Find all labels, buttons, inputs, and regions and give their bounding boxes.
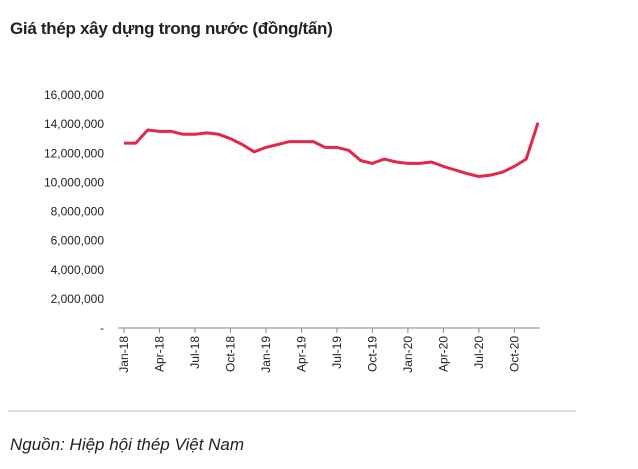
x-tick-label: Jan-18 <box>117 336 131 373</box>
x-tick-label: Apr-19 <box>294 336 308 372</box>
y-tick-label: 6,000,000 <box>51 234 105 248</box>
x-tick-label: Jan-19 <box>259 336 273 373</box>
chart-title: Giá thép xây dựng trong nước (đồng/tấn) <box>10 19 333 38</box>
x-tick-label: Jan-20 <box>401 336 415 373</box>
x-tick-label: Oct-19 <box>365 336 379 372</box>
y-tick-label: 12,000,000 <box>44 146 104 160</box>
y-tick-label: 16,000,000 <box>44 88 104 102</box>
x-tick-label: Apr-18 <box>152 336 166 372</box>
line-series <box>124 122 540 178</box>
y-tick-label: 14,000,000 <box>44 117 104 131</box>
y-tick-label: - <box>100 321 104 335</box>
x-tick-label: Jul-20 <box>472 336 486 369</box>
y-tick-label: 4,000,000 <box>51 263 105 277</box>
source-note: Nguồn: Hiệp hội thép Việt Nam <box>10 435 244 454</box>
x-tick-label: Oct-20 <box>507 336 521 372</box>
x-tick-label: Jul-18 <box>188 336 202 369</box>
y-tick-label: 8,000,000 <box>51 205 105 219</box>
x-tick-label: Jul-19 <box>330 336 344 369</box>
y-tick-label: 2,000,000 <box>51 292 105 306</box>
y-tick-label: 10,000,000 <box>44 175 104 189</box>
x-tick-label: Oct-18 <box>223 336 237 372</box>
x-tick-label: Apr-20 <box>436 336 450 372</box>
